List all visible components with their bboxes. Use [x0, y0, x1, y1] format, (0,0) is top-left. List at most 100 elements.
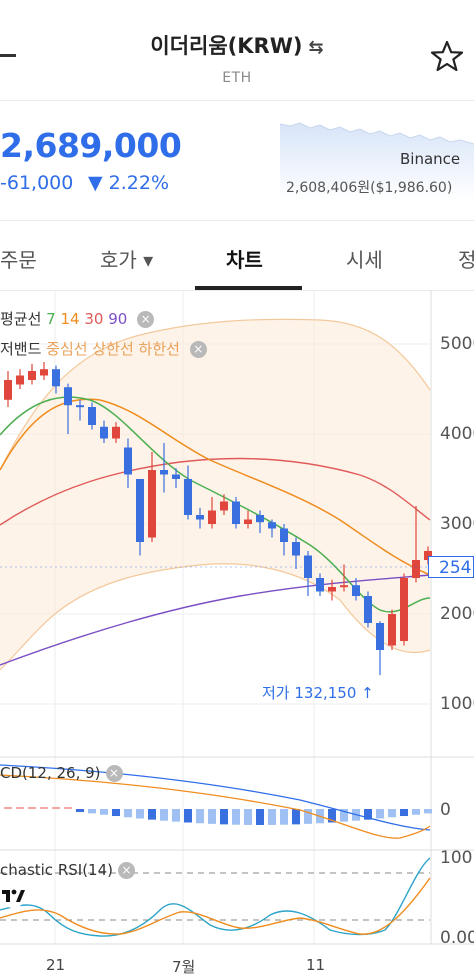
- candle-body: [244, 519, 252, 524]
- macd-histogram-bar: [160, 809, 168, 821]
- mini-chart: [280, 122, 474, 200]
- close-icon[interactable]: ×: [137, 311, 155, 328]
- macd-histogram-bar: [244, 809, 252, 825]
- ma-30-label: 30: [84, 310, 104, 328]
- candle-body: [64, 387, 72, 406]
- macd-histogram-bar: [172, 809, 180, 822]
- candle-body: [112, 426, 120, 439]
- rsi-k-line: [0, 857, 431, 937]
- macd-histogram-bar: [16, 807, 24, 809]
- price-chart[interactable]: [0, 262, 474, 974]
- macd-histogram-bar: [292, 809, 300, 825]
- macd-histogram-bar: [220, 809, 228, 825]
- candle-body: [352, 585, 360, 596]
- candle-body: [424, 551, 432, 560]
- candle-body: [328, 587, 336, 592]
- moving-average-legend[interactable]: 평균선 7 14 30 90 ×: [0, 308, 155, 329]
- candle-body: [364, 596, 372, 623]
- tab-market-price[interactable]: 시세: [346, 248, 383, 272]
- coin-symbol: ETH: [222, 70, 252, 86]
- bollinger-legend[interactable]: 저밴드 중심선 상한선 하한선 ×: [0, 338, 207, 359]
- low-price-marker: 저가 132,150 ↑: [262, 684, 374, 702]
- y-tick: 3000: [440, 514, 474, 534]
- macd-histogram: [4, 807, 432, 825]
- ma-7-label: 7: [46, 310, 56, 328]
- macd-legend[interactable]: CD(12, 26, 9) ×: [0, 764, 123, 782]
- exchange-name: Binance: [400, 150, 461, 168]
- candle-body: [160, 470, 168, 475]
- coin-name: 이더리움(KRW): [150, 34, 303, 58]
- macd-histogram-bar: [424, 809, 432, 814]
- macd-histogram-bar: [124, 809, 132, 818]
- candle-body: [100, 426, 108, 439]
- macd-histogram-bar: [412, 809, 420, 815]
- macd-histogram-bar: [52, 807, 60, 809]
- candlestick-series: [4, 362, 432, 676]
- rsi-tick-top: 100: [440, 848, 473, 868]
- ma-legend-title: 평균선: [0, 310, 47, 328]
- divider: [0, 290, 474, 291]
- bb-lower-label: 하한선: [138, 340, 180, 358]
- back-icon[interactable]: [0, 54, 16, 57]
- price-change: -61,000: [0, 172, 74, 194]
- candle-body: [172, 474, 180, 479]
- close-icon[interactable]: ×: [189, 341, 207, 358]
- macd-histogram-bar: [88, 809, 96, 814]
- page-title[interactable]: 이더리움(KRW) ⇆: [0, 30, 474, 60]
- candle-body: [220, 501, 228, 511]
- rsi-d-line: [0, 877, 431, 935]
- close-icon[interactable]: ×: [105, 765, 123, 782]
- rsi-legend-title: chastic RSI(14): [0, 861, 113, 879]
- current-price: 2,689,000: [0, 126, 182, 165]
- x-tick: 11: [306, 956, 326, 974]
- candle-body: [316, 578, 324, 592]
- candle-body: [400, 578, 408, 641]
- candle-body: [40, 369, 48, 376]
- candle-body: [376, 623, 384, 650]
- star-icon[interactable]: [430, 40, 464, 74]
- candle-body: [4, 380, 12, 400]
- macd-histogram-bar: [112, 809, 120, 817]
- candle-body: [124, 447, 132, 475]
- ma-14-label: 14: [60, 310, 80, 328]
- macd-histogram-bar: [76, 809, 84, 812]
- macd-histogram-bar: [64, 807, 72, 809]
- tab-orderbook[interactable]: 호가 ▾: [100, 248, 154, 272]
- candle-body: [184, 479, 192, 515]
- macd-histogram-bar: [100, 809, 108, 815]
- macd-histogram-bar: [136, 809, 144, 819]
- macd-histogram-bar: [148, 809, 156, 820]
- macd-histogram-bar: [184, 809, 192, 823]
- close-icon[interactable]: ×: [117, 862, 135, 879]
- macd-histogram-bar: [268, 809, 276, 825]
- tab-info[interactable]: 정: [458, 248, 474, 272]
- ma-30-line: [0, 457, 431, 526]
- candle-body: [208, 510, 216, 524]
- macd-histogram-bar: [256, 809, 264, 825]
- divider: [0, 100, 474, 101]
- divider: [0, 220, 474, 221]
- macd-histogram-bar: [304, 809, 312, 824]
- candle-body: [76, 405, 84, 408]
- macd-legend-title: CD(12, 26, 9): [0, 764, 101, 782]
- bb-mid-label: 중심선: [46, 340, 88, 358]
- swap-icon[interactable]: ⇆: [308, 37, 324, 58]
- tradingview-logo-icon: [0, 882, 26, 908]
- macd-zero-tick: 0: [440, 800, 451, 820]
- x-tick: 21: [46, 956, 66, 974]
- macd-histogram-bar: [208, 809, 216, 824]
- y-tick: 5000: [440, 334, 474, 354]
- tab-chart[interactable]: 차트: [226, 248, 263, 272]
- candle-body: [412, 560, 420, 578]
- ma-90-line: [0, 574, 431, 666]
- macd-histogram-bar: [28, 807, 36, 809]
- stoch-rsi-legend[interactable]: chastic RSI(14) ×: [0, 861, 135, 879]
- macd-histogram-bar: [40, 807, 48, 809]
- macd-histogram-bar: [232, 809, 240, 825]
- tab-order[interactable]: 주문: [0, 248, 37, 272]
- macd-line: [0, 764, 431, 831]
- change-rate: ▼ 2.22%: [88, 172, 170, 194]
- candle-body: [304, 555, 312, 578]
- candle-body: [52, 369, 60, 387]
